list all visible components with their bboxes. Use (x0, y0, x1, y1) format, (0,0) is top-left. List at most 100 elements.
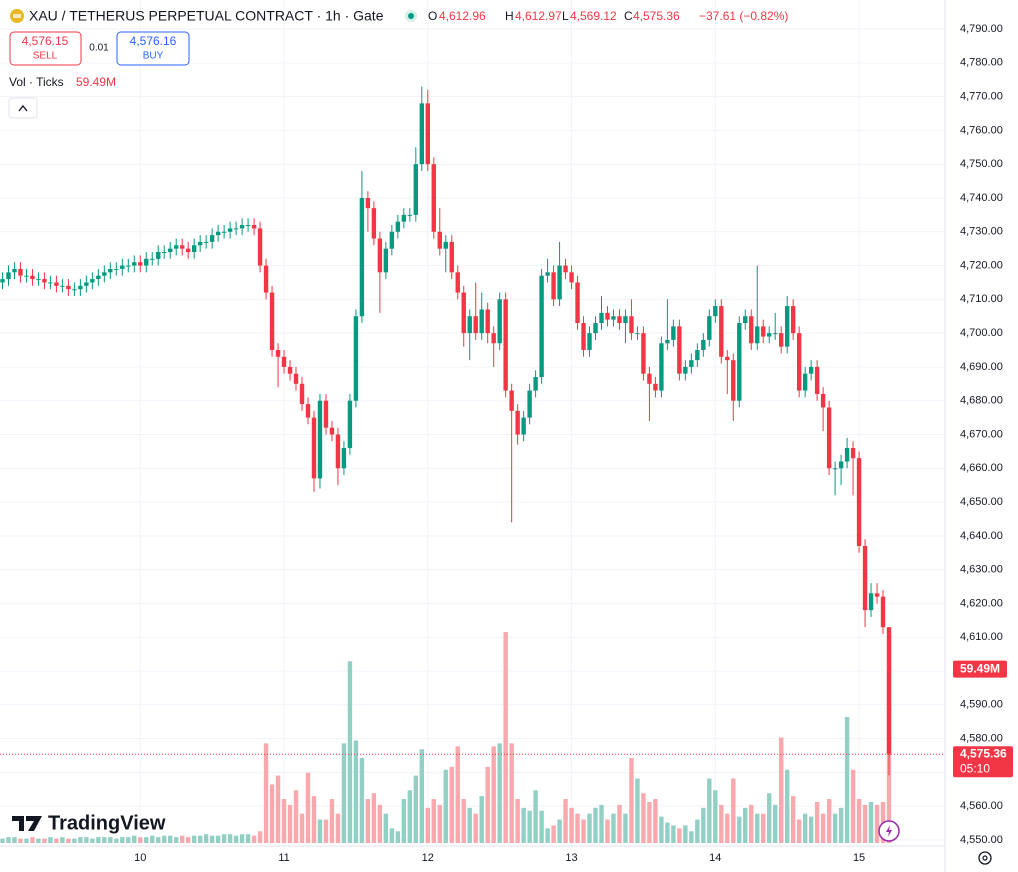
candle-body (868, 593, 874, 611)
ohlc-value: 4,575.36 (633, 9, 680, 23)
y-tick-label: 4,740.00 (960, 192, 1003, 204)
x-tick-label: 11 (278, 852, 289, 864)
volume-bar (497, 743, 502, 843)
y-tick-label: 4,630.00 (960, 564, 1003, 576)
volume-bar (227, 834, 233, 843)
ohlc-value: 4,569.12 (570, 9, 617, 23)
candle-body (695, 350, 700, 361)
candle-body (790, 306, 796, 334)
volume-bar (84, 837, 89, 843)
volume-bar (533, 790, 538, 843)
candle-body (862, 545, 868, 611)
volume-bar (563, 799, 568, 843)
volume-bar (239, 834, 245, 843)
price-tag-countdown: 05:10 (960, 761, 990, 775)
candle-body (671, 326, 676, 340)
buy-label: BUY (143, 51, 164, 62)
x-tick-label: 12 (422, 852, 434, 864)
candle-body (36, 279, 41, 281)
candle-body (209, 235, 215, 242)
candle-body (497, 299, 502, 344)
candle-body (239, 225, 245, 229)
candle-body (725, 356, 730, 361)
y-tick-label: 4,640.00 (960, 530, 1003, 542)
volume-bar (18, 838, 23, 843)
candle-body (605, 312, 610, 320)
volume-bar (713, 790, 718, 843)
volume-bar (707, 778, 712, 843)
candle-body (473, 316, 478, 334)
volume-bar (78, 837, 83, 843)
candle-body (401, 214, 407, 222)
candle-body (329, 427, 335, 435)
candle-body (78, 285, 83, 290)
volume-bar (72, 838, 77, 843)
volume-bar (245, 834, 251, 843)
candle-body (874, 593, 880, 597)
candle-body (185, 248, 191, 253)
volume-bar (293, 790, 299, 843)
volume-bar (838, 807, 844, 843)
volume-bar (593, 807, 598, 843)
volume-bar (605, 819, 610, 843)
y-tick-label: 4,650.00 (960, 496, 1003, 508)
candle-body (419, 103, 424, 165)
y-tick-label: 4,750.00 (960, 158, 1003, 170)
volume-bar (749, 804, 754, 843)
volume-bar (761, 813, 766, 843)
volume-bar (329, 799, 335, 843)
candle-body (365, 197, 371, 209)
volume-bar (862, 804, 868, 843)
volume-bar (695, 819, 700, 843)
candle-body (150, 258, 155, 260)
candle-body (850, 448, 856, 459)
candle-body (287, 366, 293, 374)
candle-body (114, 268, 119, 270)
candle-body (144, 258, 149, 266)
volume-bar (132, 835, 137, 843)
candle-body (617, 316, 622, 323)
indicator-name[interactable]: Vol · Ticks (9, 75, 64, 89)
candle-body (755, 326, 760, 344)
volume-bar (156, 837, 161, 843)
y-tick-label: 4,730.00 (960, 226, 1003, 238)
volume-bar (779, 737, 784, 843)
volume-bar (611, 813, 616, 843)
candle-body (743, 316, 748, 323)
volume-bar (767, 793, 772, 843)
candle-body (635, 333, 640, 335)
volume-bar (629, 758, 634, 843)
alert-bolt (886, 825, 892, 837)
volume-bar (311, 796, 317, 843)
candle-body (90, 279, 95, 283)
x-tick-label: 15 (853, 852, 865, 864)
candle-body (180, 245, 185, 249)
volume-bar (419, 749, 424, 843)
volume-bar (844, 716, 850, 843)
candle-body (527, 390, 532, 418)
settings-icon[interactable] (978, 851, 992, 865)
volume-bar (796, 819, 802, 843)
candle-body (132, 262, 137, 266)
volume-bar (0, 838, 5, 843)
candle-body (293, 373, 299, 384)
candle-body (467, 316, 472, 334)
volume-bar (725, 813, 730, 843)
sell-button[interactable] (9, 31, 82, 66)
volume-bar (365, 799, 371, 843)
collapse-button[interactable] (8, 97, 38, 119)
y-tick-label: 4,770.00 (960, 91, 1003, 103)
candle-body (275, 350, 281, 357)
volume-bar (108, 837, 113, 843)
candle-body (449, 241, 454, 273)
candle-body (305, 404, 311, 418)
candle-body (156, 252, 161, 259)
y-tick-label: 4,710.00 (960, 293, 1003, 305)
ohlc-legend: O 4,612.96 H 4,612.97 L 4,569.12 C 4,575… (428, 9, 788, 23)
buy-button[interactable] (116, 31, 190, 66)
symbol-title[interactable]: XAU / TETHERUS PERPETUAL CONTRACT · 1h ·… (29, 8, 384, 24)
volume-bar (485, 766, 490, 843)
quantity[interactable]: 0.01 (89, 43, 109, 54)
ohlc-key: L (562, 9, 569, 23)
volume-bar (263, 743, 269, 843)
